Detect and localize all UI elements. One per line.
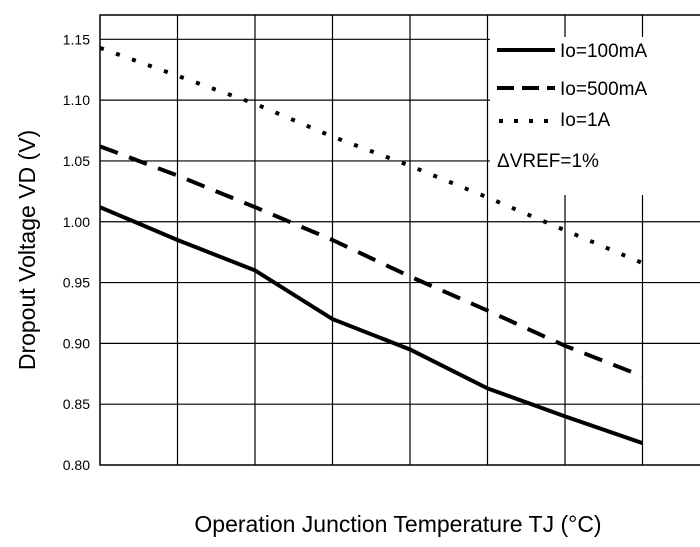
y-tick-label: 1.10: [63, 92, 90, 108]
plot-frame: [99, 14, 700, 466]
legend-label-series-2: Io=500mA: [560, 79, 647, 100]
y-tick-label: 0.85: [63, 396, 90, 412]
x-axis-label: Operation Junction Temperature TJ (°C): [194, 511, 601, 537]
series-line-2: [99, 144, 644, 379]
y-tick-labels: 0.80 0.85 0.90 0.95 1.00 1.05 1.10 1.15: [63, 31, 90, 473]
y-tick-label: 0.90: [63, 335, 90, 351]
y-tick-label: 1.00: [63, 214, 90, 230]
legend: Io=100mA Io=500mA Io=1A ΔVREF=1%: [490, 37, 700, 195]
series-line-3: [99, 45, 644, 265]
y-tick-label: 0.80: [63, 457, 90, 473]
y-tick-label: 0.95: [63, 275, 90, 291]
legend-label-series-3: Io=1A: [560, 110, 611, 131]
series-lines: [99, 45, 644, 445]
series-line-1: [99, 205, 644, 445]
legend-box: [490, 37, 700, 195]
legend-label-series-1: Io=100mA: [560, 41, 647, 62]
y-axis-label: Dropout Voltage VD (V): [14, 130, 40, 370]
y-tick-label: 1.15: [63, 31, 90, 47]
y-tick-label: 1.05: [63, 153, 90, 169]
chart-annotation: ΔVREF=1%: [497, 151, 599, 172]
